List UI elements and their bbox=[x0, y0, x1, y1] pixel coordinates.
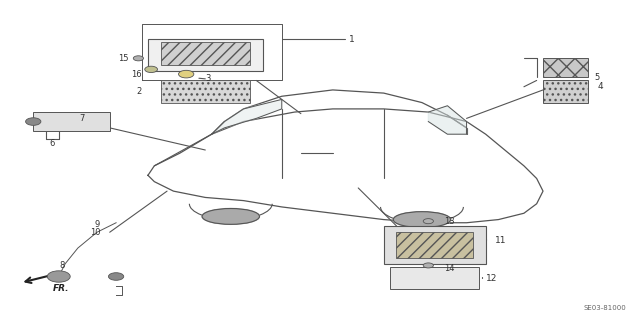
Bar bbox=[384, 226, 486, 264]
Text: 12: 12 bbox=[486, 274, 497, 283]
Circle shape bbox=[145, 66, 157, 72]
Circle shape bbox=[423, 263, 433, 268]
Text: 13: 13 bbox=[444, 217, 455, 226]
Text: 7: 7 bbox=[79, 114, 84, 123]
Text: 10: 10 bbox=[90, 228, 100, 237]
Ellipse shape bbox=[394, 212, 451, 227]
Text: 2: 2 bbox=[136, 87, 141, 96]
Text: 14: 14 bbox=[444, 264, 455, 273]
Polygon shape bbox=[428, 106, 467, 134]
Text: 4: 4 bbox=[597, 82, 603, 91]
Text: SE03-81000: SE03-81000 bbox=[583, 305, 626, 311]
Bar bbox=[33, 112, 109, 131]
Text: 15: 15 bbox=[118, 54, 129, 63]
Circle shape bbox=[133, 56, 143, 61]
Text: 8: 8 bbox=[60, 261, 65, 270]
Bar bbox=[148, 39, 262, 71]
Text: FR.: FR. bbox=[52, 285, 69, 293]
Bar bbox=[161, 80, 250, 103]
Ellipse shape bbox=[202, 209, 259, 224]
Bar bbox=[543, 58, 588, 77]
Polygon shape bbox=[212, 100, 282, 134]
Text: 5: 5 bbox=[594, 73, 599, 82]
Circle shape bbox=[47, 271, 70, 282]
Bar bbox=[390, 267, 479, 289]
Bar bbox=[543, 80, 588, 103]
Circle shape bbox=[179, 70, 194, 78]
Circle shape bbox=[423, 219, 433, 224]
Text: 11: 11 bbox=[495, 236, 507, 245]
Circle shape bbox=[26, 118, 41, 125]
Text: 3: 3 bbox=[205, 74, 211, 83]
Text: 9: 9 bbox=[95, 220, 100, 229]
Text: 1: 1 bbox=[349, 35, 355, 44]
Text: 6: 6 bbox=[50, 139, 55, 148]
Circle shape bbox=[108, 273, 124, 280]
Bar bbox=[161, 42, 250, 65]
Text: 16: 16 bbox=[131, 70, 141, 78]
Bar bbox=[396, 232, 473, 257]
